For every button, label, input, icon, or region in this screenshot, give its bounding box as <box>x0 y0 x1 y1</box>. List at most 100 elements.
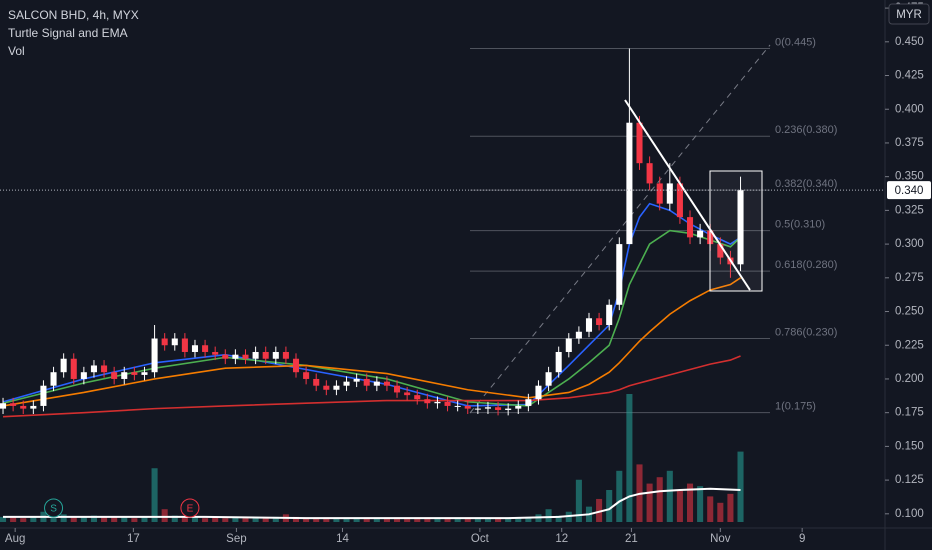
candle-body <box>323 385 330 390</box>
candle-body <box>606 304 613 326</box>
volume-bar <box>656 477 663 522</box>
volume-bar <box>394 518 401 522</box>
candle-body <box>464 405 471 409</box>
volume-bar <box>50 515 57 522</box>
candle-body <box>545 372 552 386</box>
volume-bar <box>363 518 370 522</box>
volume-bar <box>353 518 360 522</box>
candle-body <box>535 385 542 400</box>
volume-bar <box>252 516 259 522</box>
x-tick-label: 9 <box>799 533 805 545</box>
candle-body <box>303 372 310 379</box>
volume-bar <box>474 518 481 522</box>
volume-bar <box>323 518 330 522</box>
x-tick-label: Nov <box>710 533 731 545</box>
ema-line <box>2 355 741 418</box>
volume-bar <box>686 483 694 522</box>
volume-bar <box>0 516 7 522</box>
candle-body <box>40 385 47 406</box>
symbol-title: SALCON BHD, 4h, MYX <box>8 8 139 22</box>
ema-line <box>2 229 742 407</box>
volume-bar <box>303 518 310 522</box>
signal-label: S <box>50 504 57 515</box>
signal-label: E <box>187 504 194 515</box>
volume-bar <box>151 468 158 522</box>
volume-bar <box>333 518 340 522</box>
fib-label: 0.382(0.340) <box>775 178 837 190</box>
y-tick-label: 0.250 <box>895 306 924 318</box>
candle-body <box>525 399 532 406</box>
candle-body <box>232 354 239 359</box>
volume-bar <box>70 516 77 522</box>
volume-bar <box>484 518 491 522</box>
candle-body <box>676 183 683 218</box>
volume-bar <box>131 518 138 522</box>
candle-body <box>686 217 694 238</box>
candle-body <box>141 372 148 375</box>
volume-bar <box>90 515 97 522</box>
fib-label: 0.618(0.280) <box>775 259 837 271</box>
y-tick-label: 0.325 <box>895 204 924 216</box>
candle-body <box>191 345 199 352</box>
candle-body <box>596 318 603 326</box>
candle-body <box>181 338 188 352</box>
volume-bar <box>495 518 502 522</box>
fib-label: 0.236(0.380) <box>775 124 837 136</box>
volume-bar <box>80 516 87 522</box>
volume-bar <box>414 518 421 522</box>
volume-bar <box>242 518 249 522</box>
candle-body <box>575 331 582 339</box>
volume-bar <box>181 516 188 522</box>
candle-body <box>404 392 411 396</box>
volume-bar <box>343 518 350 522</box>
volume-bar <box>575 479 582 522</box>
candle-body <box>484 407 491 409</box>
candle-body <box>10 403 17 406</box>
volume-bar <box>121 516 128 522</box>
candle-body <box>333 385 340 390</box>
fib-label: 1(0.175) <box>775 401 816 413</box>
candle-body <box>50 372 57 386</box>
y-tick-label: 0.425 <box>895 70 924 82</box>
y-tick-label: 0.275 <box>895 272 924 284</box>
candle-body <box>717 244 724 258</box>
candle-body <box>161 338 168 346</box>
volume-bar <box>212 516 219 522</box>
candle-body <box>30 405 37 409</box>
volume-bar <box>515 518 522 522</box>
candle-body <box>90 365 97 373</box>
candle-body <box>414 395 421 400</box>
volume-bar <box>464 518 471 522</box>
volume-bar <box>111 516 118 522</box>
volume-bar <box>202 518 209 522</box>
candle-body <box>555 351 562 373</box>
candle-body <box>373 381 380 386</box>
volume-bar <box>697 486 704 522</box>
indicator-label: Turtle Signal and EMA <box>8 26 128 40</box>
candle-body <box>272 351 279 359</box>
candle-body <box>424 399 431 404</box>
candle-body <box>495 407 502 410</box>
volume-bar <box>171 515 178 522</box>
volume-bar <box>626 394 633 522</box>
fib-label: 0(0.445) <box>775 36 816 48</box>
y-tick-label: 0.125 <box>895 474 924 486</box>
candle-body <box>585 318 593 332</box>
currency-box <box>888 3 930 25</box>
y-tick-label: 0.450 <box>895 36 924 48</box>
volume-bar <box>616 470 623 522</box>
candle-body <box>242 354 249 359</box>
price-label-box <box>887 181 931 200</box>
candle-body <box>262 351 269 359</box>
x-tick-label: Aug <box>5 533 25 545</box>
volume-bar <box>60 514 67 522</box>
candle-body <box>151 338 158 373</box>
volume-bar <box>444 518 451 522</box>
candle-body <box>697 230 704 238</box>
candle-body <box>202 345 209 352</box>
candle-body <box>0 403 7 409</box>
candle-body <box>212 351 219 355</box>
volume-bar <box>313 518 320 522</box>
candle-body <box>474 408 481 410</box>
x-tick-label: 14 <box>336 533 349 545</box>
